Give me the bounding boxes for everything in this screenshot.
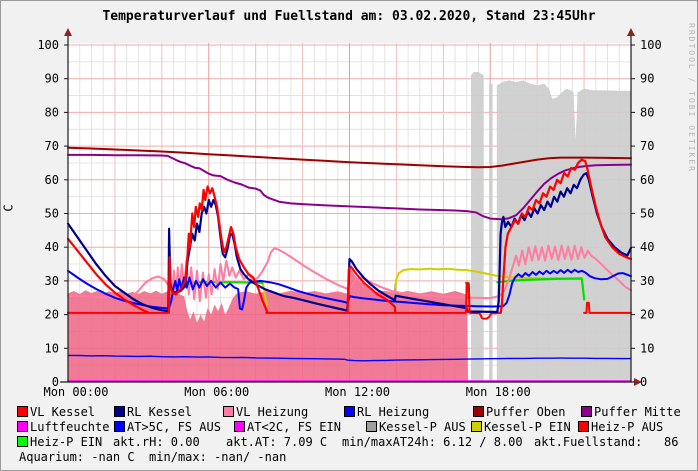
y-tick-label-right: 60 xyxy=(640,173,654,187)
series-line-vl-kessel xyxy=(465,282,471,314)
series-line-kessel-p-ein xyxy=(394,267,583,289)
series-line-heiz-p-aus xyxy=(583,301,632,314)
series-line-heiz-p-ein xyxy=(496,277,586,301)
series-line-vl-kessel xyxy=(66,237,149,314)
y-tick-label-left: 10 xyxy=(45,341,59,355)
y-tick-label-left: 50 xyxy=(45,207,59,221)
series-area-area-grau xyxy=(496,80,631,383)
series-line-vl-kessel xyxy=(167,185,269,314)
axis-arrow-up-left xyxy=(64,28,72,36)
x-tick-label: Mon 12:00 xyxy=(325,385,390,399)
y-tick-label-right: 70 xyxy=(640,139,654,153)
y-tick-label-right: 100 xyxy=(640,38,662,52)
series-line-vl-kessel xyxy=(499,158,633,314)
y-tick-label-right: 20 xyxy=(640,308,654,322)
chart-title: Temperaturverlauf und Fuellstand am: 03.… xyxy=(102,9,596,24)
series-line-kessel-p-ein xyxy=(261,281,268,306)
y-tick-label-left: 100 xyxy=(37,38,59,52)
y-tick-label-right: 90 xyxy=(640,72,654,86)
y-tick-label-left: 40 xyxy=(45,240,59,254)
y-tick-label-right: 30 xyxy=(640,274,654,288)
series-line-vl-heizung xyxy=(67,244,632,303)
y-tick-label-right: 50 xyxy=(640,207,654,221)
y-tick-label-left: 20 xyxy=(45,308,59,322)
y-tick-label-right: 10 xyxy=(640,341,654,355)
x-tick-label: Mon 18:00 xyxy=(466,385,531,399)
axis-arrow-up-right xyxy=(627,28,635,36)
y-tick-label-right: 80 xyxy=(640,105,654,119)
series-line-heiz-p-aus xyxy=(468,311,502,320)
y-tick-label-left: 30 xyxy=(45,274,59,288)
series-line-rl-heizung xyxy=(67,268,632,311)
y-tick-label-left: 70 xyxy=(45,139,59,153)
series-area-area-grau xyxy=(489,83,493,383)
axis-arrow-right xyxy=(634,378,642,386)
series-line-vl-kessel xyxy=(346,265,397,314)
y-tick-label-left: 80 xyxy=(45,105,59,119)
series-line-at-aussentemperatur- xyxy=(67,354,632,362)
series-area-area-grau xyxy=(471,72,484,382)
series-line-puffer-mitte xyxy=(67,153,632,221)
x-tick-label: Mon 06:00 xyxy=(184,385,249,399)
series-line-puffer-oben xyxy=(67,146,632,169)
rrdtool-watermark: RRDTOOL / TOBI OETIKER xyxy=(687,23,696,173)
y-tick-label-left: 60 xyxy=(45,173,59,187)
y-tick-label-left: 0 xyxy=(52,375,59,389)
y-tick-label-left: 90 xyxy=(45,72,59,86)
y-tick-label-right: 40 xyxy=(640,240,654,254)
y-tick-label-right: 0 xyxy=(640,375,647,389)
x-tick-label: Mon 00:00 xyxy=(43,385,108,399)
